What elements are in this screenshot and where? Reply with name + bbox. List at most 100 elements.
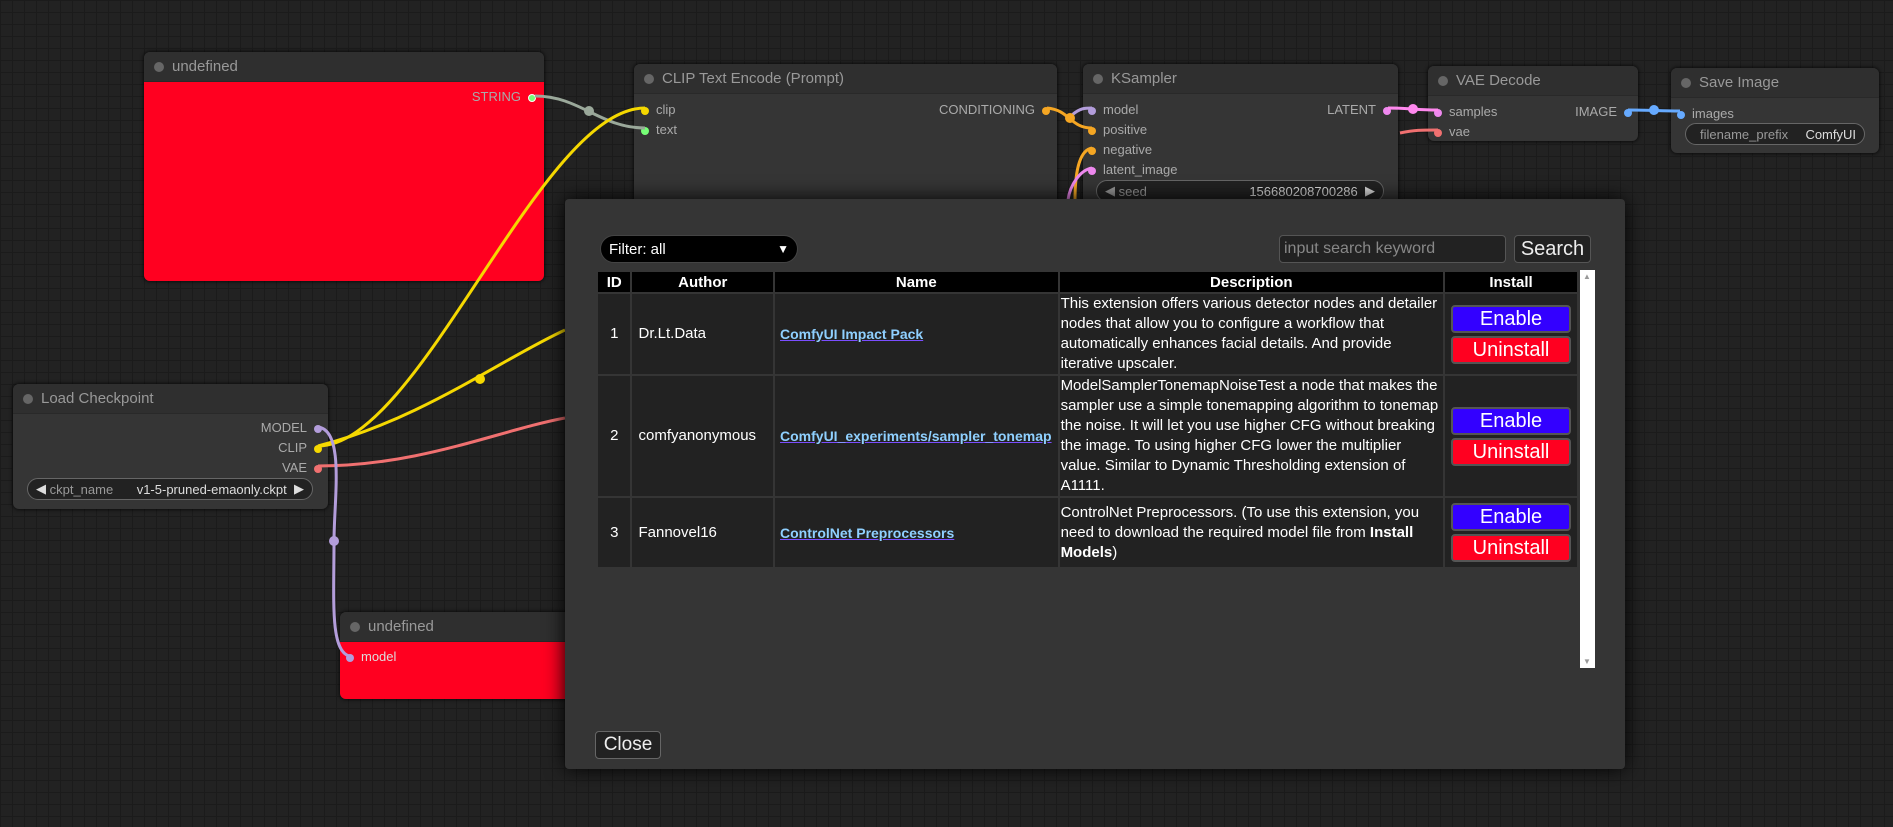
enable-button[interactable]: Enable — [1451, 304, 1571, 333]
header-id: ID — [595, 270, 633, 294]
slot-label: IMAGE — [1575, 104, 1617, 119]
cell-author: Fannovel16 — [630, 496, 776, 569]
slot-dot-icon — [1383, 106, 1391, 115]
input-clip[interactable]: clip — [641, 102, 676, 117]
slot-dot-icon — [1088, 146, 1096, 155]
output-clip[interactable]: CLIP — [278, 440, 322, 455]
output-vae[interactable]: VAE — [282, 460, 322, 475]
node-title: CLIP Text Encode (Prompt) — [634, 64, 1057, 94]
input-images[interactable]: images — [1677, 106, 1734, 121]
enable-button[interactable]: Enable — [1451, 503, 1571, 531]
link-midpoint — [584, 106, 594, 116]
model-node[interactable]: undefined model — [340, 612, 600, 699]
output-string[interactable]: STRING — [472, 89, 536, 104]
table-row: 2 comfyanonymous ComfyUI_experiments/sam… — [595, 374, 1579, 498]
arrow-right-icon[interactable]: ▶ — [286, 481, 304, 496]
slot-dot-icon — [1042, 106, 1050, 115]
slot-dot-icon — [1434, 128, 1442, 137]
slot-dot-icon — [1088, 106, 1096, 115]
table-header: ID Author Name Description Install — [595, 270, 1579, 294]
table-scrollbar[interactable]: ▲ ▼ — [1580, 270, 1595, 668]
filter-value: Filter: all — [609, 240, 666, 258]
slot-dot-icon — [314, 464, 322, 473]
load-checkpoint-node[interactable]: Load Checkpoint MODEL CLIP VAE ◀ ckpt_na… — [13, 384, 328, 509]
arrow-left-icon[interactable]: ◀ — [1105, 183, 1119, 198]
input-model[interactable]: model — [346, 649, 396, 664]
slot-label: MODEL — [260, 420, 307, 435]
extension-link[interactable]: ControlNet Preprocessors — [773, 496, 1060, 569]
description-text: ) — [1112, 543, 1118, 561]
header-name: Name — [773, 270, 1060, 294]
input-text[interactable]: text — [641, 122, 677, 137]
node-title: undefined — [340, 612, 600, 642]
cell-description: ControlNet Preprocessors. (To use this e… — [1057, 496, 1446, 569]
save-image-node[interactable]: Save Image images filename_prefix ComfyUI — [1671, 68, 1879, 153]
cell-install: Enable Uninstall — [1443, 292, 1579, 376]
slot-label: LATENT — [1327, 102, 1376, 117]
slot-dot-icon — [1088, 166, 1096, 175]
slot-dot-icon — [1088, 126, 1096, 135]
slot-dot-icon — [314, 424, 322, 433]
install-models-link[interactable]: Install Models — [1060, 523, 1414, 561]
input-vae[interactable]: vae — [1434, 124, 1470, 139]
search-input[interactable]: input search keyword — [1279, 235, 1506, 263]
output-model[interactable]: MODEL — [261, 420, 322, 435]
cell-id: 1 — [595, 292, 633, 376]
scroll-down-icon[interactable]: ▼ — [1583, 657, 1591, 666]
uninstall-button[interactable]: Uninstall — [1451, 437, 1571, 466]
cell-install: Enable Uninstall — [1443, 496, 1579, 569]
node-title: Save Image — [1671, 68, 1879, 98]
string-node[interactable]: undefined STRING — [144, 52, 544, 281]
slot-label: text — [656, 122, 677, 137]
description-text: ControlNet Preprocessors. (To use this e… — [1060, 503, 1420, 541]
close-button[interactable]: Close — [595, 731, 661, 759]
seed-widget[interactable]: ◀ seed 156680208700286 ▶ — [1096, 180, 1384, 202]
filename-prefix-widget[interactable]: filename_prefix ComfyUI — [1685, 123, 1865, 145]
slot-label: negative — [1103, 142, 1153, 157]
cell-id: 3 — [595, 496, 633, 569]
link-midpoint — [1065, 113, 1075, 123]
slot-label: positive — [1103, 122, 1148, 137]
uninstall-button[interactable]: Uninstall — [1451, 335, 1571, 364]
extension-link[interactable]: ComfyUI_experiments/sampler_tonemap — [773, 374, 1060, 498]
input-positive[interactable]: positive — [1088, 122, 1147, 137]
input-model[interactable]: model — [1088, 102, 1138, 117]
widget-value: v1-5-pruned-emaonly.ckpt — [136, 481, 287, 497]
cell-author: comfyanonymous — [630, 374, 776, 498]
output-latent[interactable]: LATENT — [1327, 102, 1391, 117]
uninstall-button[interactable]: Uninstall — [1451, 534, 1571, 562]
link-midpoint — [1649, 105, 1659, 115]
widget-label: filename_prefix — [1700, 126, 1789, 142]
slot-label: images — [1692, 106, 1734, 121]
input-samples[interactable]: samples — [1434, 104, 1497, 119]
slot-dot-icon — [528, 93, 536, 102]
filter-select[interactable]: Filter: all ▼ — [600, 235, 798, 263]
slot-label: CONDITIONING — [938, 102, 1035, 117]
widget-label: ckpt_name — [49, 481, 114, 497]
scroll-up-icon[interactable]: ▲ — [1583, 272, 1591, 281]
widget-label: seed — [1118, 183, 1147, 199]
slot-label: STRING — [471, 89, 521, 104]
input-negative[interactable]: negative — [1088, 142, 1152, 157]
link-midpoint — [475, 374, 485, 384]
vae-decode-node[interactable]: VAE Decode samples vae IMAGE — [1428, 66, 1638, 141]
slot-label: CLIP — [278, 440, 307, 455]
extensions-table: ID Author Name Description Install 1 Dr.… — [595, 270, 1579, 569]
arrow-left-icon[interactable]: ◀ — [36, 481, 50, 496]
node-title: undefined — [144, 52, 544, 82]
header-description: Description — [1057, 270, 1446, 294]
ckpt-name-widget[interactable]: ◀ ckpt_name v1-5-pruned-emaonly.ckpt ▶ — [27, 478, 313, 500]
output-conditioning[interactable]: CONDITIONING — [939, 102, 1050, 117]
cell-install: Enable Uninstall — [1443, 374, 1579, 498]
enable-button[interactable]: Enable — [1451, 406, 1571, 435]
input-latent-image[interactable]: latent_image — [1088, 162, 1177, 177]
cell-description: This extension offers various detector n… — [1057, 292, 1446, 376]
cell-description: ModelSamplerTonemapNoiseTest a node that… — [1057, 374, 1446, 498]
node-title: Load Checkpoint — [13, 384, 328, 414]
arrow-right-icon[interactable]: ▶ — [1357, 183, 1375, 198]
search-button[interactable]: Search — [1514, 235, 1591, 263]
widget-value: 156680208700286 — [1249, 183, 1358, 199]
output-image[interactable]: IMAGE — [1575, 104, 1632, 119]
extension-link[interactable]: ComfyUI Impact Pack — [773, 292, 1060, 376]
slot-dot-icon — [1624, 108, 1632, 117]
